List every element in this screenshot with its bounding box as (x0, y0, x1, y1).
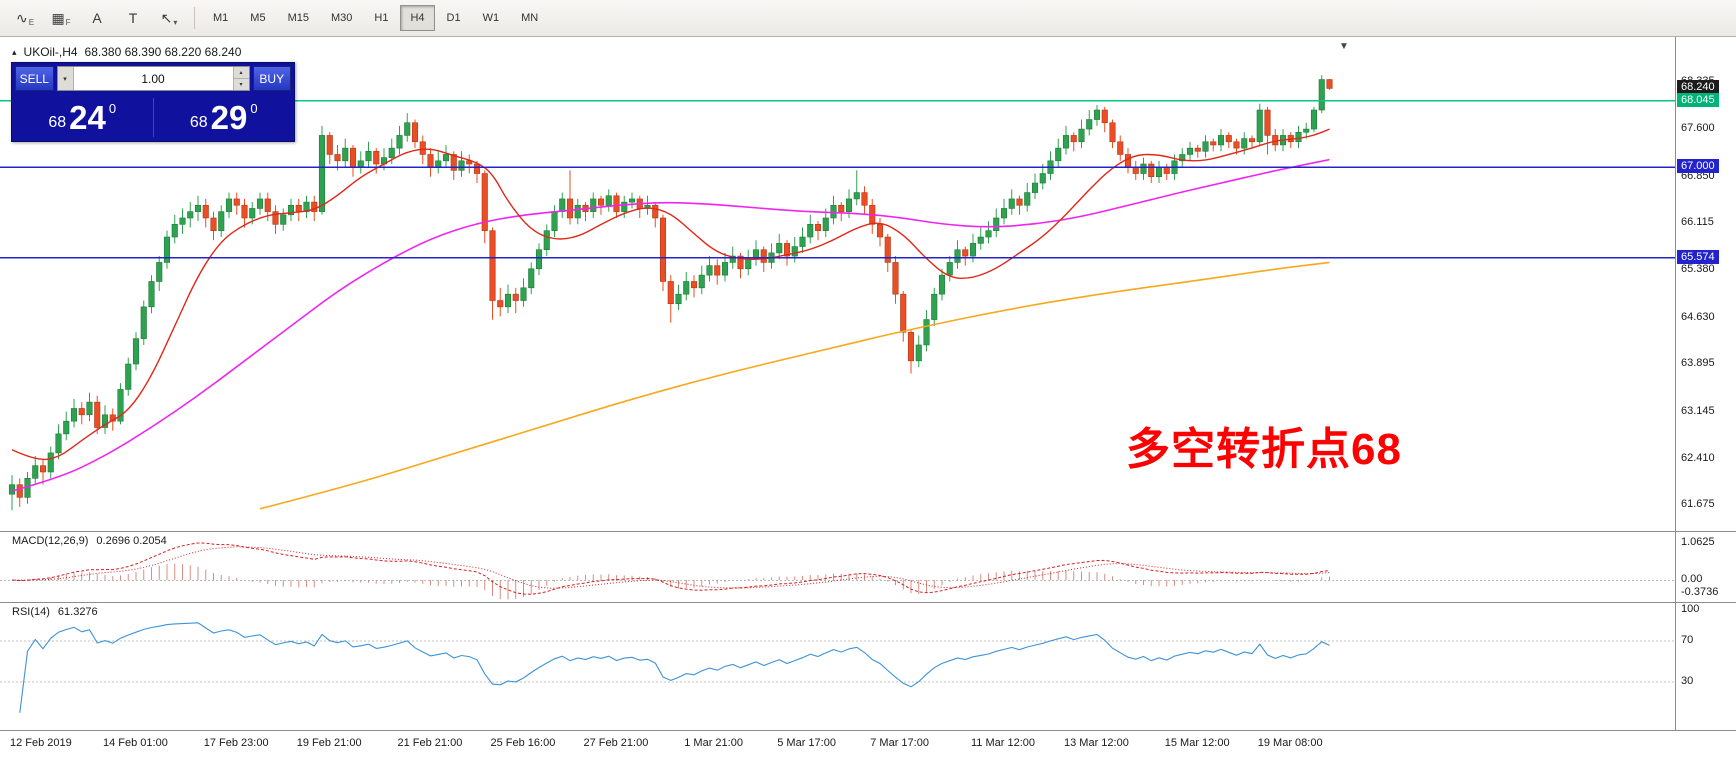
price-divider (152, 98, 154, 137)
volume-increase-button[interactable]: ▴ (233, 67, 249, 78)
rsi-header: RSI(14) 61.3276 (12, 606, 98, 618)
timeframe-button-d1[interactable]: D1 (446, 12, 461, 24)
timeframe-button-m1[interactable]: M1 (213, 12, 229, 24)
price-axis-badge: 65.574 (1677, 249, 1719, 264)
buy-price-display[interactable]: 68 29 0 (154, 94, 295, 141)
timeframe-button-h1[interactable]: H1 (374, 12, 389, 24)
text-box-icon[interactable]: T (128, 10, 138, 26)
price-axis-badge: 68.045 (1677, 92, 1719, 107)
rsi-scale-label: 70 (1681, 634, 1694, 646)
indicators-icon[interactable]: ∿ E (15, 9, 35, 27)
toolbar-separator (194, 7, 195, 29)
price-axis-badge: 67.000 (1677, 159, 1719, 174)
macd-scale-label: 1.0625 (1681, 536, 1715, 549)
symbol-trend-icon: ▴ (12, 46, 17, 57)
time-axis-label: 19 Mar 08:00 (1257, 737, 1323, 749)
time-axis-label: 17 Feb 23:00 (203, 737, 269, 749)
time-axis-label: 15 Mar 12:00 (1164, 737, 1230, 749)
timeframe-button-m5[interactable]: M5 (250, 12, 266, 24)
chart-text-annotation: 多空转折点68 (1126, 425, 1402, 474)
sell-price-whole: 68 (48, 114, 67, 131)
macd-values: 0.2696 0.2054 (96, 535, 167, 547)
rsi-scale-label: 100 (1681, 603, 1700, 616)
volume-steppers: ▴ ▾ (232, 67, 249, 90)
time-axis-label: 19 Feb 21:00 (296, 737, 362, 749)
price-axis-label: 62.410 (1681, 451, 1715, 464)
chart-region: ▴ UKOil-,H4 68.380 68.390 68.220 68.240 … (0, 37, 1736, 757)
sell-price-display[interactable]: 68 24 0 (12, 94, 153, 141)
sell-price-pips: 24 (69, 99, 106, 136)
timeframe-button-mn[interactable]: MN (521, 12, 539, 24)
time-axis-label: 11 Mar 12:00 (971, 737, 1036, 749)
price-panel-layer (8, 75, 1333, 511)
data-window-icon[interactable]: ▦ F (51, 9, 71, 27)
sell-price-point: 0 (108, 101, 117, 116)
price-axis-label: 61.675 (1681, 498, 1715, 511)
time-axis-label: 12 Feb 2019 (10, 737, 72, 749)
buy-price-whole: 68 (189, 114, 208, 131)
time-axis-label: 7 Mar 17:00 (870, 737, 929, 749)
text-label-icon[interactable]: A (92, 10, 102, 26)
pointer-tool-icon[interactable]: ↖ ▾ (160, 9, 178, 27)
price-axis-label: 67.600 (1681, 122, 1715, 135)
price-axis-label: 66.115 (1681, 216, 1714, 229)
macd-scale-label: 0.00 (1681, 573, 1703, 585)
buy-price-pips: 29 (210, 99, 248, 136)
time-axis-label: 21 Feb 21:00 (397, 737, 463, 749)
timeframe-button-m15[interactable]: M15 (287, 12, 309, 24)
time-axis-label: 27 Feb 21:00 (583, 737, 649, 749)
one-click-trading-panel: SELL ▾ ▴ ▾ BUY 68 24 0 68 29 0 (11, 62, 295, 142)
time-axis-label: 14 Feb 01:00 (103, 737, 168, 749)
time-axis-label: 25 Feb 16:00 (490, 737, 556, 749)
price-axis-label: 64.630 (1681, 310, 1715, 323)
buy-button[interactable]: BUY (252, 66, 291, 91)
price-axis-label: 63.145 (1681, 404, 1715, 417)
price-axis-label: 63.895 (1681, 357, 1715, 370)
scroll-to-end-icon[interactable]: ▼ (1339, 41, 1349, 52)
timeframe-toolbar: M1 M5 M15 M30 H1 H4 D1 W1 MN (203, 5, 548, 31)
symbol-name: UKOil-,H4 (23, 45, 78, 59)
volume-control: ▾ ▴ ▾ (56, 66, 250, 91)
time-axis-label: 5 Mar 17:00 (777, 737, 836, 749)
rsi-value: 61.3276 (57, 606, 98, 618)
candlestick-chart[interactable] (0, 37, 1736, 757)
macd-title: MACD(12,26,9) (12, 535, 89, 547)
sell-button[interactable]: SELL (15, 66, 54, 91)
price-axis-badge: 68.240 (1677, 80, 1719, 95)
rsi-scale-label: 30 (1681, 675, 1694, 687)
symbol-title: ▴ UKOil-,H4 68.380 68.390 68.220 68.240 (12, 45, 241, 59)
toolbar-icon-group: ∿ E ▦ F A T ↖ ▾ (8, 4, 186, 32)
symbol-ohlc: 68.380 68.390 68.220 68.240 (84, 45, 242, 59)
rsi-layer (0, 622, 1675, 713)
buy-price-point: 0 (250, 101, 258, 116)
macd-layer (0, 542, 1675, 600)
macd-header: MACD(12,26,9) 0.2696 0.2054 (12, 535, 167, 547)
timeframe-button-w1[interactable]: W1 (482, 12, 500, 24)
top-toolbar: ∿ E ▦ F A T ↖ ▾ M1 M5 M15 M30 H1 H4 D1 W1 MN (0, 0, 1736, 37)
volume-input[interactable] (73, 67, 233, 90)
time-axis-label: 1 Mar 21:00 (684, 737, 743, 749)
rsi-title: RSI(14) (12, 606, 50, 618)
timeframe-button-h4[interactable]: H4 (400, 5, 435, 31)
timeframe-button-m30[interactable]: M30 (330, 12, 353, 24)
volume-dropdown-button[interactable]: ▾ (57, 67, 74, 90)
time-axis-label: 13 Mar 12:00 (1064, 737, 1129, 749)
volume-decrease-button[interactable]: ▾ (233, 78, 249, 90)
macd-scale-label: -0.3736 (1681, 586, 1719, 598)
price-axis-label: 65.380 (1681, 263, 1715, 276)
